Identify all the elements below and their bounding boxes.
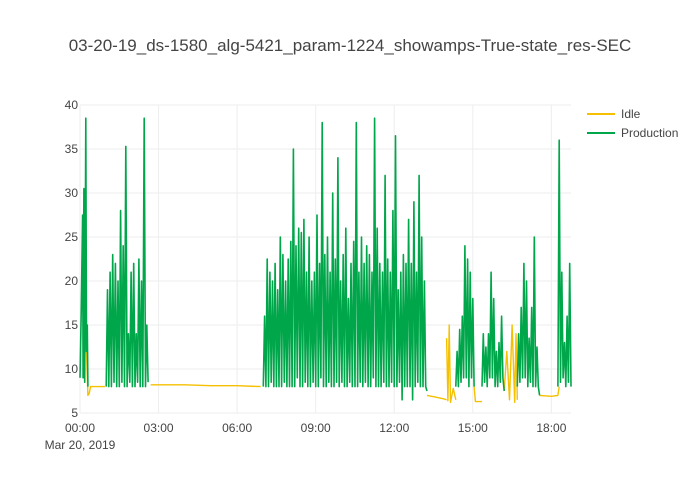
series-line-production [481, 271, 505, 392]
series-line-production [105, 117, 149, 388]
y-tick-label: 25 [65, 230, 79, 244]
series-line-idle [426, 394, 447, 401]
series-line-idle [539, 386, 560, 397]
series-line-production [516, 236, 541, 396]
legend-label-idle: Idle [621, 107, 641, 121]
series-line-idle [503, 324, 518, 404]
series-line-idle [445, 324, 457, 404]
series-line-idle [150, 384, 261, 388]
y-tick-label: 35 [65, 142, 79, 156]
y-tick-label: 5 [71, 406, 78, 420]
y-tick-label: 30 [65, 186, 79, 200]
x-tick-label: 03:00 [144, 421, 174, 435]
legend-label-production: Production [621, 126, 678, 140]
series-line-production [262, 117, 428, 401]
x-tick-label: 12:00 [379, 421, 409, 435]
series-layer [79, 117, 572, 404]
legend: Idle Production [587, 107, 678, 140]
series-production [79, 117, 572, 401]
series-line-production [455, 245, 475, 388]
x-tick-label: 06:00 [222, 421, 252, 435]
x-axis-date-label: Mar 20, 2019 [45, 438, 116, 452]
y-tick-label: 20 [65, 274, 79, 288]
legend-item-production[interactable]: Production [587, 126, 678, 140]
x-tick-label: 00:00 [65, 421, 95, 435]
series-line-production [79, 117, 89, 387]
series-idle [85, 324, 560, 404]
legend-item-idle[interactable]: Idle [587, 107, 641, 121]
y-tick-label: 15 [65, 318, 79, 332]
series-line-idle [473, 386, 482, 403]
y-tick-label: 10 [65, 362, 79, 376]
series-line-production [557, 139, 572, 388]
x-tick-label: 09:00 [301, 421, 331, 435]
x-tick-label: 15:00 [458, 421, 488, 435]
x-axis-tick-labels: 00:00 03:00 06:00 09:00 12:00 15:00 18:00 [65, 421, 567, 435]
y-tick-label: 40 [65, 98, 79, 112]
x-tick-label: 18:00 [536, 421, 566, 435]
y-axis-tick-labels: 5 10 15 20 25 30 35 40 [65, 98, 79, 420]
chart-title: 03-20-19_ds-1580_alg-5421_param-1224_sho… [69, 36, 632, 55]
